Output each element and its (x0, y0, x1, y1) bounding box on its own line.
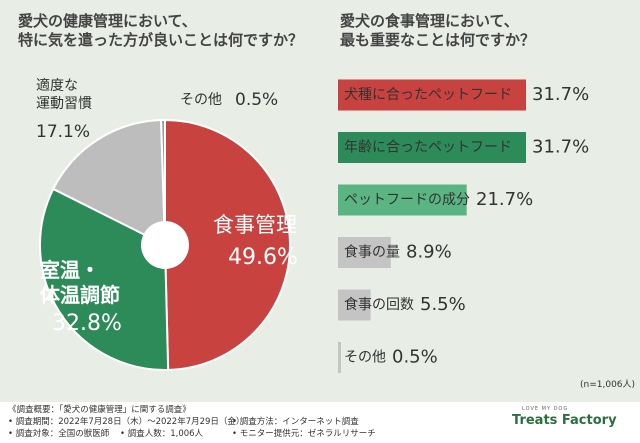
survey-heading: 《調査概要：「愛犬の健康管理」に関する調査》 (8, 405, 191, 415)
bar (338, 342, 341, 373)
bar (338, 184, 467, 216)
bar-label: ペットフードの成分 (344, 192, 470, 208)
bar-label: 食事の回数 (344, 296, 414, 313)
pie-title: 愛犬の健康管理において、 特に気を遣った方が良いことは何ですか？ (18, 12, 304, 49)
pie-value-label: 32.8% (52, 311, 122, 336)
bar-label: その他 (344, 350, 386, 366)
pie-label: その他 (180, 92, 222, 108)
survey-item: • 調査人数：1,006人 (120, 429, 204, 439)
bar (338, 237, 391, 268)
pie-label: 食事管理 (213, 213, 297, 237)
bar-value-label: 5.5% (420, 294, 466, 315)
survey-item: • 調査方法：インターネット調査 (232, 417, 359, 427)
bar (338, 132, 526, 163)
brand-tagline: LOVE MY DOG (522, 406, 569, 412)
bar-label: 犬種に合ったペットフード (344, 87, 512, 103)
bar-title: 愛犬の食事管理において、 最も重要なことは何ですか？ (340, 12, 536, 49)
survey-item: • 調査期間：2022年7月28日（木）～2022年7月29日（金） (8, 417, 245, 427)
pie-hole (141, 221, 189, 269)
survey-item: • 調査対象：全国の獣医師 (8, 429, 110, 439)
pie-slice (39, 187, 170, 371)
survey-item: • モニター提供元：ゼネラルリサーチ (232, 429, 376, 439)
bar-label: 食事の量 (344, 244, 400, 261)
pie-value-label: 0.5% (235, 90, 279, 110)
bar-value-label: 21.7% (476, 189, 533, 210)
footer: 《調査概要：「愛犬の健康管理」に関する調査》 • 調査期間：2022年7月28日… (0, 402, 640, 443)
pie-label: 室温・ 体温調節 (40, 258, 120, 307)
bar-value-label: 0.5% (392, 347, 438, 368)
pie-slice (164, 118, 292, 371)
bar-value-label: 31.7% (532, 84, 589, 105)
bar-label: 年齢に合ったペットフード (344, 140, 512, 156)
bar-value-label: 8.9% (406, 242, 452, 263)
pie-slice (51, 119, 167, 247)
pie-label: 適度な 運動習慣 (36, 78, 92, 112)
sample-note: (n=1,006人) (580, 380, 636, 390)
brand-name: Treats Factory (512, 413, 617, 428)
bar (338, 289, 371, 321)
pie-value-label: 49.6% (228, 245, 298, 270)
bar (338, 79, 526, 111)
pie-slice (160, 118, 166, 246)
pie-value-label: 17.1% (36, 122, 91, 142)
bar-value-label: 31.7% (532, 137, 589, 158)
